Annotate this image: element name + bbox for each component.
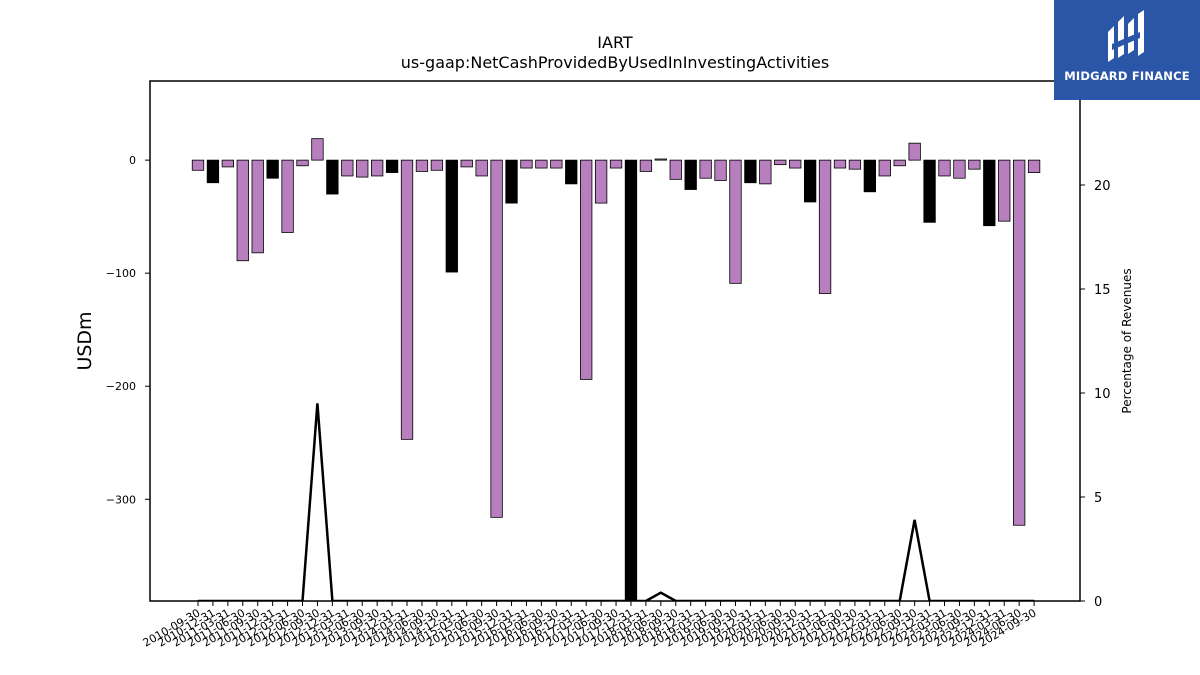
bar (998, 159, 1011, 222)
bar (400, 159, 414, 440)
bar (251, 159, 264, 254)
bar (221, 159, 235, 168)
bar (191, 159, 205, 171)
bar (550, 159, 563, 169)
y-tick-label: −200 (106, 380, 136, 393)
y2-axis: 0 5 10 15 20 (1080, 179, 1111, 610)
bar (475, 159, 488, 177)
bar (296, 159, 309, 167)
bar (594, 159, 608, 204)
y-axis-label: USDm (74, 311, 96, 370)
y2-tick-label: 15 (1094, 283, 1111, 298)
bar (206, 159, 220, 184)
bar (774, 159, 787, 166)
pct-of-revenue-line (198, 403, 1035, 601)
y2-tick-label: 20 (1094, 179, 1111, 194)
bar (371, 159, 384, 177)
bar (356, 159, 369, 178)
bar (893, 159, 906, 167)
bar (520, 159, 533, 169)
bar (490, 159, 503, 518)
bar (580, 159, 593, 380)
y-tick-label: −300 (106, 493, 136, 506)
y2-tick-label: 5 (1094, 491, 1102, 506)
bar (639, 159, 653, 172)
pct-line-group (198, 403, 1035, 601)
bar (878, 159, 891, 177)
y2-axis-label: Percentage of Revenues (1120, 268, 1134, 413)
midgard-logo-icon (1108, 10, 1144, 62)
bar (669, 159, 682, 180)
bar (609, 159, 623, 169)
bar (415, 159, 429, 172)
bar (341, 159, 354, 177)
bar (445, 159, 458, 273)
y-tick-label: −100 (106, 267, 136, 280)
bar (311, 138, 324, 161)
brand-logo: MIDGARD FINANCE (1054, 0, 1200, 100)
bar (803, 159, 817, 203)
bar (789, 159, 802, 169)
bar (624, 159, 638, 602)
bar (968, 159, 981, 170)
bar (699, 159, 712, 179)
brand-name: MIDGARD FINANCE (1064, 69, 1190, 83)
y2-tick-label: 10 (1094, 387, 1111, 402)
bar-group (191, 138, 1041, 602)
bar (535, 159, 548, 169)
y2-tick-label: 0 (1094, 595, 1102, 610)
chart-subtitle: us-gaap:NetCashProvidedByUsedInInvesting… (401, 53, 829, 72)
bar (654, 158, 667, 161)
plot-frame (149, 80, 1081, 602)
bar (385, 159, 399, 173)
bar (460, 159, 473, 168)
bar (505, 159, 518, 204)
bar (1013, 159, 1026, 526)
bar (714, 159, 727, 181)
bar (938, 159, 951, 177)
y-axis: 0 −100 −200 −300 (106, 154, 150, 506)
chart-title: IART (597, 33, 633, 52)
bar (953, 159, 966, 179)
bar (281, 159, 294, 233)
bar (908, 142, 921, 161)
bar (923, 159, 936, 223)
bar (266, 159, 279, 179)
bar (565, 159, 578, 185)
bar (684, 159, 697, 190)
bar (818, 159, 832, 294)
bar (729, 159, 742, 284)
bar (1027, 159, 1041, 173)
bar (430, 159, 444, 171)
bar (326, 159, 339, 195)
bar (983, 159, 996, 227)
bar (236, 159, 249, 262)
x-axis: 2010-09-302010-12-312011-03-312011-06-30… (141, 601, 1039, 650)
bar (848, 159, 862, 170)
bar (863, 159, 876, 193)
y-tick-label: 0 (129, 154, 136, 167)
bar (833, 159, 847, 169)
bar (744, 159, 757, 184)
bar (759, 159, 772, 185)
